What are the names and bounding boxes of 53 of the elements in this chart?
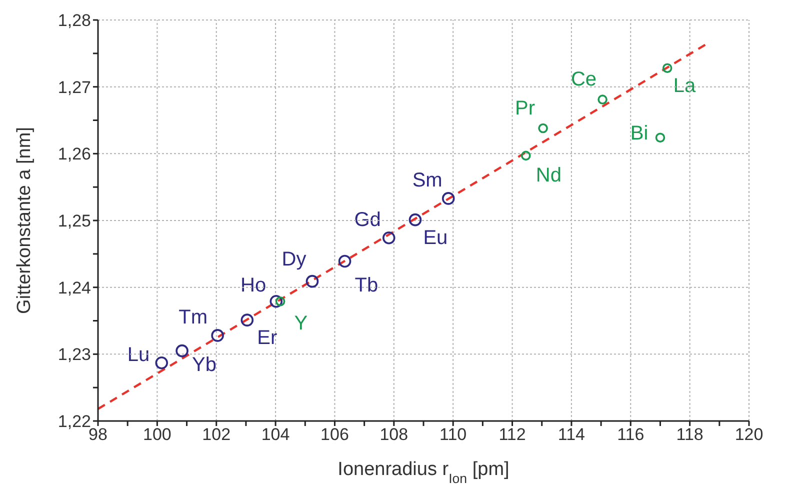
y-axis-title: Gitterkonstante a [nm] [14,127,35,314]
point [382,231,396,244]
point [270,294,283,308]
point [306,274,319,288]
point [442,192,455,205]
point [275,296,286,306]
y-tick-label: 1,26 [58,144,91,164]
annotation: Gd [354,208,381,231]
point [655,132,666,143]
point [520,150,531,161]
annotation: La [673,75,696,98]
annotation: Tb [354,274,378,296]
x-tick-label: 108 [380,425,408,444]
annotation: Dy [282,248,306,270]
x-tick-label: 106 [320,425,349,444]
x-tick-label: 110 [440,425,467,444]
x-tick-label: 120 [734,425,764,444]
annotation: Yb [192,354,217,376]
annotation: Ho [240,274,266,296]
y-tick-label: 1,28 [58,11,91,30]
annotation: Sm [412,169,442,192]
point [240,314,254,326]
annotation: Y [294,312,308,334]
y-tick-label: 1,23 [58,345,91,364]
annotation: Nd [536,164,562,187]
annotation: Eu [423,226,448,249]
x-tick-label: 102 [202,425,231,444]
x-tick-label: 98 [88,425,108,444]
point [598,94,608,104]
annotation: Lu [127,344,150,366]
point [176,344,188,358]
annotation: Ce [570,68,597,91]
x-axis-title: Ionenradius r$_{Ion}$ [pm] [338,459,510,486]
x-tick-label: 114 [558,425,586,444]
x-tick-label: 116 [617,425,644,444]
point [408,213,422,226]
x-tick-label: 104 [261,425,290,444]
annotation: Tm [178,306,208,328]
y-tick-label: 1,25 [58,212,91,231]
point [662,63,672,74]
annotation: Bi [630,122,648,145]
y-tick-label: 1,24 [58,278,91,298]
annotation: Er [257,327,278,350]
annotation: Pr [515,97,536,120]
x-tick-label: 118 [676,425,704,444]
x-tick-label: 112 [498,425,526,444]
point [338,254,352,268]
y-tick-label: 1,27 [58,78,91,97]
point [538,123,548,134]
point [155,356,168,370]
point [211,329,224,342]
x-tick-label: 100 [142,425,172,444]
y-tick-label: 1,22 [58,412,91,432]
